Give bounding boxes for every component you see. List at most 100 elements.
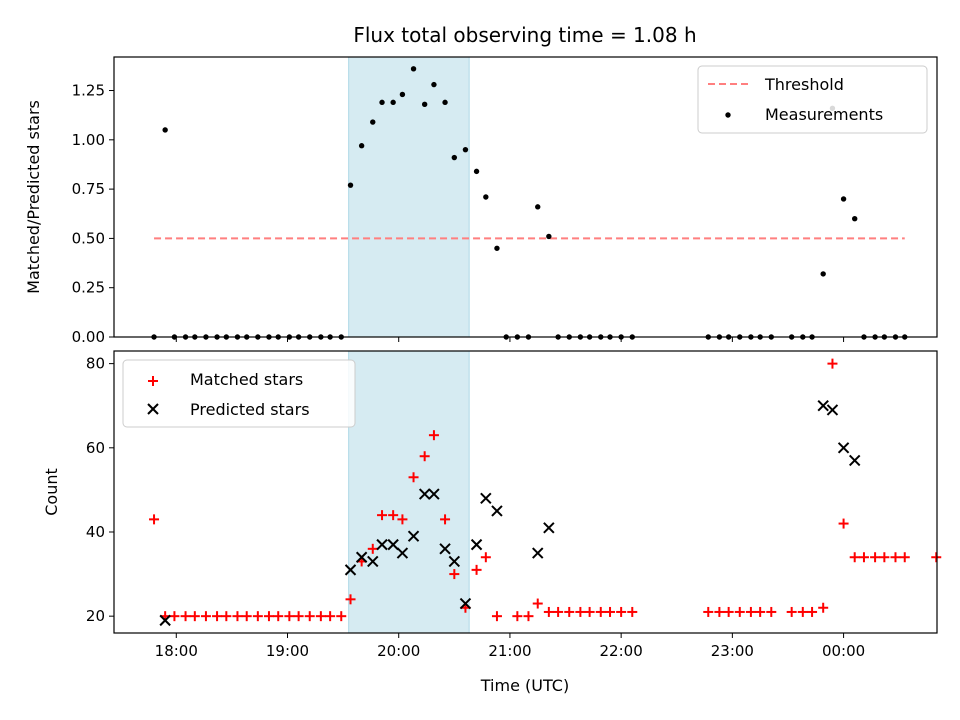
predicted-x-b bbox=[459, 597, 472, 610]
matched-star-point bbox=[899, 552, 910, 563]
matched-star-point bbox=[397, 514, 408, 525]
ratio-panel-x-ticks bbox=[175, 337, 845, 342]
matched-star-point bbox=[723, 606, 734, 617]
matched-star-point bbox=[745, 606, 756, 617]
predicted-star-point bbox=[448, 555, 461, 568]
x-tick-label: 21:00 bbox=[488, 642, 531, 660]
x-tick-label: 00:00 bbox=[822, 642, 865, 660]
matched-star-point bbox=[304, 611, 315, 622]
matched-star-point bbox=[543, 606, 554, 617]
matched-star-point bbox=[595, 606, 606, 617]
predicted-star-point bbox=[826, 404, 839, 416]
count-y-axis-label: Count bbox=[42, 468, 61, 516]
matched-star-point bbox=[212, 611, 223, 622]
measurement-point bbox=[347, 182, 354, 188]
threshold-legend-label: Threshold bbox=[764, 75, 844, 94]
observing-window-shade bbox=[348, 56, 470, 338]
predicted-star-point bbox=[817, 400, 829, 412]
measurement-point bbox=[162, 127, 168, 133]
matched-star-point bbox=[388, 510, 399, 521]
matched-star-point bbox=[838, 518, 849, 529]
predicted-x-b bbox=[470, 538, 483, 551]
predicted-x-b bbox=[396, 547, 409, 559]
matched-star-point bbox=[345, 594, 356, 605]
matched-star-point bbox=[189, 611, 200, 622]
measurements-legend-label: Measurements bbox=[765, 105, 883, 124]
matched-star-point bbox=[532, 598, 543, 609]
predicted-legend-swatch bbox=[147, 403, 159, 415]
predicted-x-b bbox=[826, 404, 839, 416]
matched-star-point bbox=[703, 606, 714, 617]
predicted-x-b bbox=[448, 555, 461, 568]
count-panel-x-ticks: 18:00 19:00 20:00 21:00 22:00 23:00 00:00 bbox=[155, 633, 865, 660]
predicted-star-point bbox=[848, 454, 861, 467]
measurement-point bbox=[535, 204, 541, 210]
count-legend: Matched stars Predicted stars bbox=[122, 359, 356, 428]
matched-star-point bbox=[849, 552, 860, 563]
ratio-panel-y-ticks: 0.00 0.25 0.50 0.75 1.00 1.25 bbox=[72, 82, 114, 346]
measurement-point bbox=[451, 154, 458, 161]
matched-star-point bbox=[169, 611, 180, 622]
measurement-point bbox=[473, 168, 480, 175]
count-panel-frame bbox=[113, 350, 938, 634]
matched-star-point bbox=[879, 552, 890, 563]
matched-star-point bbox=[200, 611, 211, 622]
count-panel-y-ticks: 20 40 60 80 bbox=[86, 355, 114, 625]
matched-star-point bbox=[149, 514, 160, 525]
matched-star-point bbox=[827, 358, 838, 369]
predicted-star-point bbox=[439, 543, 451, 555]
predicted-star-point bbox=[480, 492, 492, 505]
predicted-star-point bbox=[532, 547, 544, 559]
predicted-x-b bbox=[543, 522, 555, 534]
measurement-point bbox=[820, 271, 826, 277]
matched-star-point bbox=[180, 611, 191, 622]
matched-star-point bbox=[734, 606, 745, 617]
measurement-point bbox=[442, 99, 448, 106]
matched-star-point bbox=[428, 430, 439, 441]
x-tick-label: 22:00 bbox=[600, 642, 643, 660]
matched-star-point bbox=[564, 606, 575, 617]
matched-star-point bbox=[367, 543, 378, 554]
measurement-point bbox=[370, 119, 376, 125]
predicted-star-point bbox=[344, 564, 357, 576]
x-tick-label: 20:00 bbox=[377, 642, 420, 660]
predicted-x-b bbox=[355, 551, 368, 563]
matched-star-point bbox=[786, 606, 797, 617]
matched-star-point bbox=[491, 611, 502, 622]
matched-star-point bbox=[931, 552, 942, 563]
matched-star-point bbox=[605, 606, 616, 617]
predicted-legend-label: Predicted stars bbox=[190, 400, 310, 419]
predicted-star-point bbox=[470, 538, 483, 551]
x-tick-label: 19:00 bbox=[266, 642, 309, 660]
predicted-x-b bbox=[344, 564, 357, 576]
y-tick-label: 40 bbox=[86, 523, 105, 541]
matched-star-point bbox=[523, 611, 534, 622]
predicted-x-b bbox=[817, 400, 829, 412]
matched-star-point bbox=[584, 606, 595, 617]
matched-star-point bbox=[325, 611, 336, 622]
matched-star-point bbox=[818, 602, 829, 613]
y-tick-label: 0.50 bbox=[72, 229, 105, 247]
y-tick-label: 0.25 bbox=[72, 279, 105, 297]
time-axis-label: Time (UTC) bbox=[480, 676, 569, 695]
matched-star-point bbox=[766, 606, 777, 617]
matched-star-point bbox=[755, 606, 766, 617]
y-tick-label: 1.25 bbox=[72, 82, 105, 100]
count-legend-box bbox=[122, 359, 356, 428]
chart-title: Flux total observing time = 1.08 h bbox=[353, 23, 696, 47]
predicted-x-b bbox=[387, 538, 399, 551]
measurement-point bbox=[494, 245, 500, 251]
predicted-x-b bbox=[418, 488, 431, 500]
predicted-star-point bbox=[367, 555, 379, 568]
measurement-point bbox=[483, 194, 489, 200]
predicted-x-b bbox=[439, 543, 451, 555]
predicted-x-b bbox=[367, 555, 379, 568]
y-tick-label: 0.75 bbox=[72, 180, 105, 198]
predicted-star-point bbox=[428, 488, 440, 500]
measurement-point bbox=[431, 81, 437, 88]
matched-stars-points bbox=[149, 358, 942, 622]
matched-star-point bbox=[336, 611, 347, 622]
predicted-x-b bbox=[480, 492, 492, 505]
predicted-x-b bbox=[848, 454, 861, 467]
